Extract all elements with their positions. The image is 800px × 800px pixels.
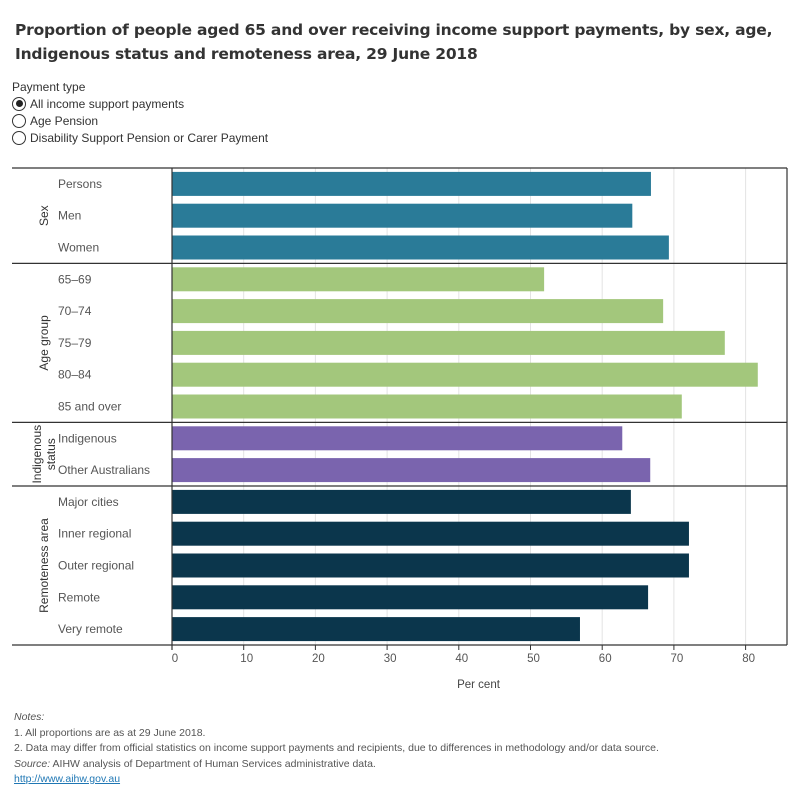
category-label: Inner regional [58,527,131,541]
bar-70-74 [172,299,664,324]
bar-women [172,235,669,260]
category-label: 85 and over [58,400,121,414]
x-tick-label: 20 [312,653,325,665]
radio-label: Disability Support Pension or Carer Paym… [30,130,269,145]
radio-unselected-icon[interactable] [12,130,26,145]
x-tick-label: 30 [384,653,397,665]
category-label: Remote [58,590,100,604]
x-tick-label: 40 [455,653,468,665]
radio-selected-icon[interactable] [12,96,26,111]
bar-persons [172,171,651,196]
category-label: Other Australians [58,463,150,477]
group-label-sex: Sex [37,205,51,226]
category-label: 70–74 [58,304,92,318]
bar-outer-regional [172,553,689,578]
category-label: Persons [58,177,102,191]
notes-heading: Notes: [14,711,45,723]
radio-unselected-icon[interactable] [12,113,26,128]
source-text: AIHW analysis of Department of Human Ser… [50,757,376,770]
bar-75-79 [172,330,725,355]
notes-section: Notes: 1. All proportions are as at 29 J… [14,710,659,788]
category-label: Indigenous [58,431,117,445]
radio-option-disability-carer[interactable]: Disability Support Pension or Carer Paym… [12,129,268,146]
radio-option-age-pension[interactable]: Age Pension [12,112,268,129]
category-label: Men [58,209,81,223]
bar-men [172,203,633,228]
group-label-age-group: Age group [37,315,51,371]
bar-65-69 [172,267,545,292]
bar-remote [172,585,649,610]
category-label: Women [58,241,99,255]
group-label-indigenous-status: Indigenous [30,425,44,484]
filter-label: Payment type [12,80,86,94]
aihw-link[interactable]: http://www.aihw.gov.au [14,773,121,785]
group-label-indigenous-status: status [44,438,58,470]
chart-title: Proportion of people aged 65 and over re… [15,21,773,63]
category-label: Very remote [58,622,123,636]
bar-inner-regional [172,521,689,546]
category-label: 65–69 [58,272,92,286]
x-tick-label: 0 [172,653,178,665]
category-label: 80–84 [58,368,92,382]
category-label: 75–79 [58,336,92,350]
group-label-remoteness-area: Remoteness area [37,518,51,613]
x-tick-label: 60 [599,653,612,665]
bar-major-cities [172,489,631,514]
x-tick-label: 70 [671,653,684,665]
bar-80-84 [172,362,758,387]
bar-other-australians [172,458,651,483]
bar-85-and-over [172,394,682,419]
bar-very-remote [172,617,580,642]
bar-indigenous [172,426,623,451]
source-label: Source: [14,757,51,770]
category-label: Outer regional [58,559,134,573]
category-label: Major cities [58,495,119,509]
x-tick-label: 10 [240,653,253,665]
x-tick-label: 80 [742,653,755,665]
note-line: 1. All proportions are as at 29 June 201… [14,726,206,739]
note-line: 2. Data may differ from official statist… [14,742,659,754]
radio-label: Age Pension [30,113,99,128]
radio-option-all-income-support[interactable]: All income support payments [12,95,268,112]
x-axis-title: Per cent [457,679,501,691]
x-tick-label: 50 [527,653,540,665]
source-line: Source: AIHW analysis of Department of H… [14,757,659,773]
radio-label: All income support payments [30,96,185,111]
payment-type-filter: Payment type All income support payments… [12,80,268,146]
